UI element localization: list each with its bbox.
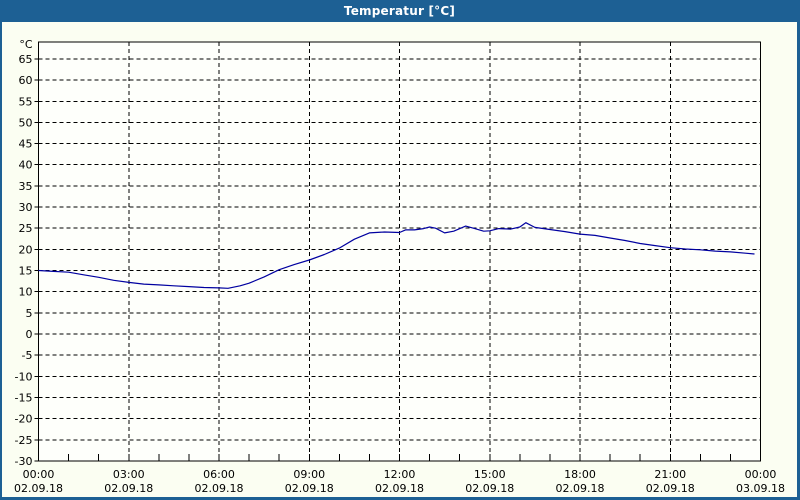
- window-title: Temperatur [°C]: [343, 4, 456, 18]
- y-tick-label: 65: [19, 53, 33, 66]
- x-date-label: 02.09.18: [646, 482, 695, 495]
- chart-container: 65 60 55 50 45 40 35 30 25 20 15 10 5 0 -5 -10 -15 -20 -25…: [2, 22, 797, 497]
- plot-border: [38, 41, 761, 462]
- y-tick-label: 35: [19, 180, 33, 193]
- y-tick-label: -25: [15, 434, 33, 447]
- x-time-label: 06:00: [203, 468, 235, 481]
- x-time-label: 15:00: [474, 468, 506, 481]
- temperature-chart: 65605550454035302520151050-5-10-15-20-25…: [14, 38, 785, 495]
- y-tick-label: -30: [15, 455, 33, 468]
- y-tick-label: 20: [19, 243, 33, 256]
- x-date-label: 02.09.18: [195, 482, 244, 495]
- y-tick-label: 25: [19, 222, 33, 235]
- y-tick-label: -15: [15, 392, 33, 405]
- y-tick-label: 15: [19, 265, 33, 278]
- y-unit-label: °C: [19, 38, 33, 51]
- x-time-label: 18:00: [564, 468, 596, 481]
- x-time-label: 00:00: [745, 468, 777, 481]
- y-tick-label: 10: [19, 286, 33, 299]
- x-date-label: 02.09.18: [104, 482, 153, 495]
- x-date-label: 03.09.18: [736, 482, 785, 495]
- y-tick-label: 30: [19, 201, 33, 214]
- x-time-label: 00:00: [23, 468, 55, 481]
- y-tick-label: -20: [15, 413, 33, 426]
- y-tick-label: -10: [15, 370, 33, 383]
- y-tick-label: 40: [19, 159, 33, 172]
- x-date-label: 02.09.18: [285, 482, 334, 495]
- x-time-label: 09:00: [293, 468, 325, 481]
- plot-area: [38, 42, 761, 461]
- temperature-line: [38, 222, 755, 289]
- x-date-label: 02.09.18: [556, 482, 605, 495]
- x-date-label: 02.09.18: [465, 482, 514, 495]
- x-time-label: 03:00: [113, 468, 145, 481]
- y-tick-label: 5: [26, 307, 33, 320]
- y-tick-label: 60: [19, 74, 33, 87]
- x-date-label: 02.09.18: [375, 482, 424, 495]
- x-time-label: 12:00: [384, 468, 416, 481]
- y-tick-label: 50: [19, 116, 33, 129]
- y-tick-label: 0: [26, 328, 33, 341]
- y-tick-label: 45: [19, 138, 33, 151]
- y-tick-label: 55: [19, 95, 33, 108]
- x-time-label: 21:00: [654, 468, 686, 481]
- x-date-label: 02.09.18: [14, 482, 63, 495]
- y-tick-label: -5: [22, 349, 33, 362]
- window-titlebar: Temperatur [°C]: [2, 0, 797, 22]
